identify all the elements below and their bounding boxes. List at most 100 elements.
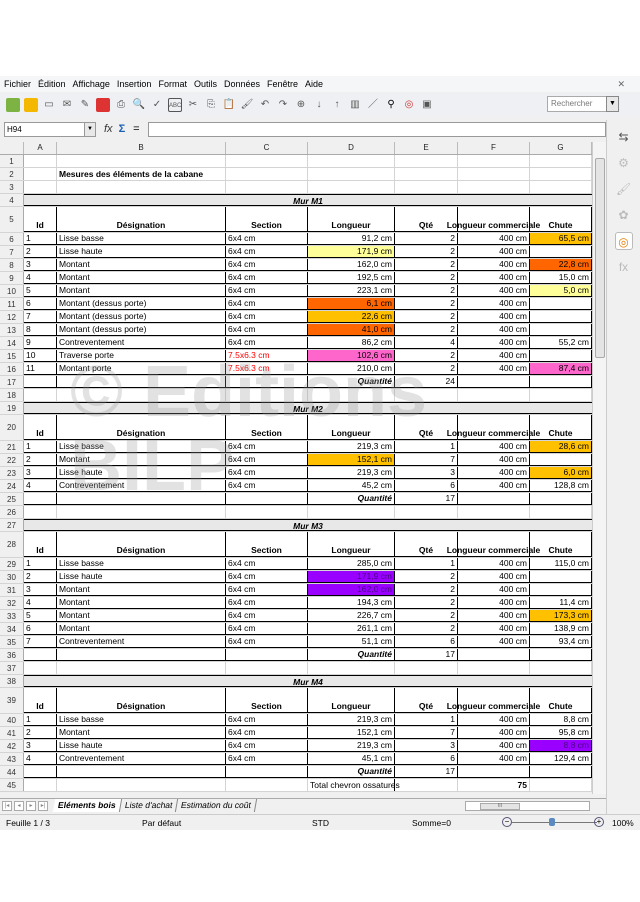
column-title[interactable]: Qté [395, 688, 458, 713]
row-header[interactable]: 38 [0, 675, 24, 687]
cell[interactable]: Contreventement [57, 636, 226, 648]
cell[interactable]: 93,4 cm [530, 636, 592, 648]
cell[interactable]: Lisse basse [57, 441, 226, 453]
cell[interactable] [226, 155, 308, 167]
edit-icon[interactable]: ✎ [80, 99, 90, 110]
cell[interactable]: Montant [57, 285, 226, 297]
cell[interactable]: Montant porte [57, 363, 226, 375]
scroll-thumb[interactable]: III [480, 803, 520, 810]
row-header[interactable]: 41 [0, 727, 24, 739]
sum-icon[interactable]: Σ [118, 123, 126, 135]
cell[interactable]: 5 [24, 610, 57, 622]
cell[interactable]: 3 [395, 467, 458, 479]
save-icon[interactable]: ▭ [44, 99, 54, 110]
cell[interactable]: Montant [57, 259, 226, 271]
cell[interactable] [458, 181, 530, 193]
cell[interactable]: 2 [24, 727, 57, 739]
row-header[interactable]: 12 [0, 311, 24, 323]
column-title[interactable]: Longueur commerciale [447, 415, 540, 440]
cell[interactable]: 6x4 cm [226, 324, 308, 336]
column-title[interactable]: Section [226, 532, 308, 557]
cell[interactable] [57, 506, 226, 518]
cell[interactable]: 192,5 cm [308, 272, 395, 284]
row-header[interactable]: 26 [0, 506, 24, 518]
column-title[interactable]: Chute [530, 688, 592, 713]
row-header[interactable]: 14 [0, 337, 24, 349]
cell[interactable] [458, 766, 530, 778]
cell[interactable] [530, 584, 592, 596]
cell[interactable]: Lisse haute [57, 467, 226, 479]
cell[interactable] [226, 493, 308, 505]
row-header[interactable]: 16 [0, 363, 24, 375]
cell[interactable]: 1 [24, 441, 57, 453]
vertical-scrollbar[interactable] [592, 142, 606, 794]
cell[interactable]: 6,1 cm [308, 298, 395, 310]
cell[interactable]: 171,9 cm [308, 571, 395, 583]
find-icon[interactable]: ⚲ [387, 99, 395, 110]
column-header[interactable]: F [458, 142, 530, 154]
cell[interactable]: Montant (dessus porte) [57, 324, 226, 336]
cell[interactable] [308, 389, 395, 401]
cell[interactable] [530, 389, 592, 401]
row-header[interactable]: 7 [0, 246, 24, 258]
cell[interactable]: 8 [24, 324, 57, 336]
cell[interactable]: 45,2 cm [308, 480, 395, 492]
cell[interactable] [458, 155, 530, 167]
sheet-grid[interactable]: A B C D E F G 1 2 Mesures des éléments de … [0, 142, 592, 792]
cell[interactable] [530, 324, 592, 336]
cell[interactable]: 6 [395, 636, 458, 648]
row-header[interactable]: 1 [0, 155, 24, 167]
cell[interactable] [530, 571, 592, 583]
cell[interactable]: 400 cm [458, 467, 530, 479]
cell[interactable] [530, 454, 592, 466]
column-header[interactable]: B [57, 142, 226, 154]
first-sheet-icon[interactable]: |◂ [2, 800, 12, 811]
cell[interactable]: 6x4 cm [226, 272, 308, 284]
cell[interactable]: Montant [57, 623, 226, 635]
cell[interactable]: 400 cm [458, 298, 530, 310]
cell[interactable]: 6 [24, 623, 57, 635]
cell[interactable]: Montant [57, 272, 226, 284]
cell[interactable] [24, 766, 57, 778]
column-title[interactable]: Chute [530, 207, 592, 232]
cell[interactable]: 1 [24, 558, 57, 570]
cell[interactable] [395, 506, 458, 518]
row-header[interactable]: 33 [0, 610, 24, 622]
open-icon[interactable] [24, 98, 38, 112]
cell[interactable]: 1 [395, 558, 458, 570]
cell[interactable]: 2 [24, 246, 57, 258]
row-header[interactable]: 6 [0, 233, 24, 245]
cell[interactable] [226, 168, 308, 180]
menu-aide[interactable]: Aide [305, 79, 324, 89]
email-icon[interactable]: ✉ [62, 99, 72, 110]
cell[interactable]: 87,4 cm [530, 363, 592, 375]
cell[interactable]: Montant [57, 597, 226, 609]
menu-affichage[interactable]: Affichage [72, 79, 110, 89]
cell[interactable]: Montant [57, 584, 226, 596]
column-title[interactable]: Chute [530, 415, 592, 440]
selection-mode[interactable]: STD [312, 817, 329, 828]
cell[interactable]: 6x4 cm [226, 441, 308, 453]
tab-estimation-cout[interactable]: Estimation du coût [175, 799, 258, 812]
row-header[interactable]: 42 [0, 740, 24, 752]
quantity-label[interactable]: Quantité [308, 376, 395, 388]
menu-donnees[interactable]: Données [223, 79, 261, 89]
cell[interactable]: 285,0 cm [308, 558, 395, 570]
functions-icon[interactable]: fx [618, 260, 629, 274]
cell[interactable]: 7 [395, 454, 458, 466]
cell[interactable] [458, 376, 530, 388]
quantity-total[interactable]: 17 [395, 493, 458, 505]
cell[interactable]: 6,0 cm [530, 467, 592, 479]
row-header[interactable]: 9 [0, 272, 24, 284]
column-title[interactable]: Id [24, 688, 57, 713]
row-header[interactable]: 35 [0, 636, 24, 648]
cell[interactable]: 400 cm [458, 753, 530, 765]
column-header[interactable]: G [530, 142, 592, 154]
column-title[interactable]: Chute [530, 532, 592, 557]
cell[interactable]: 4 [24, 753, 57, 765]
cell[interactable]: 400 cm [458, 324, 530, 336]
cell[interactable]: 9 [24, 337, 57, 349]
cell[interactable] [226, 376, 308, 388]
cell[interactable]: 8,8 cm [530, 714, 592, 726]
cell[interactable]: 138,9 cm [530, 623, 592, 635]
